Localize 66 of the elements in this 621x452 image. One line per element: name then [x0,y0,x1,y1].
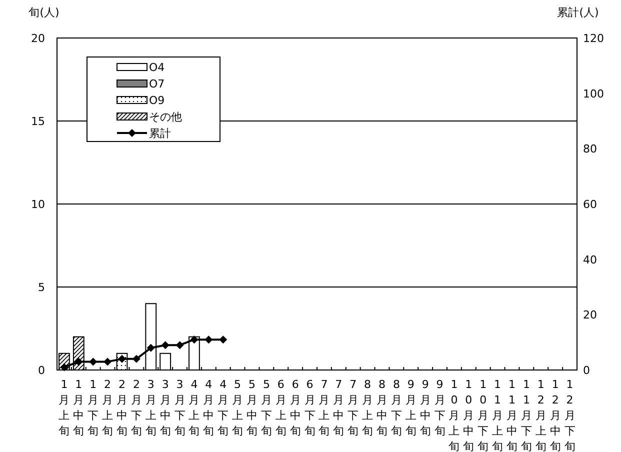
x-tick-label: 11月上旬 [492,378,504,452]
point [190,336,198,344]
y-axis-title: 旬(人) [28,6,60,19]
point [176,341,184,350]
x-tick-label: 9月上旬 [405,378,416,438]
x-tick-label: 7月上旬 [318,378,330,438]
x-tick-label: 6月上旬 [275,378,286,438]
x-tick-label: 4月下旬 [218,378,229,438]
x-tick-label: 2月下旬 [130,378,142,438]
y-tick-label: 10 [31,198,45,211]
x-tick-label: 7月中旬 [333,378,344,438]
y-tick-label: 20 [31,32,45,45]
point [89,358,98,366]
point [132,354,140,363]
x-tick-label: 10月上旬 [448,378,460,452]
y2-tick-label: 40 [583,253,597,266]
x-tick-label: 2月上旬 [102,378,114,438]
x-tick-label: 1月中旬 [73,378,84,438]
x-tick-label: 4月中旬 [203,378,214,438]
x-tick-label: 9月中旬 [420,378,431,438]
y2-tick-label: 120 [583,32,604,45]
x-tick-label: 8月中旬 [376,378,388,438]
x-tick-label: 1月下旬 [88,378,99,438]
y2-tick-label: 60 [583,198,597,211]
x-tick-label: 8月上旬 [362,378,374,438]
point [219,336,228,344]
x-tick-label: 10月下旬 [478,378,489,452]
y2-tick-label: 20 [583,308,597,322]
y2-axis-title: 累計(人) [557,6,599,19]
x-tick-label: 11月下旬 [520,378,532,452]
x-tick-label: 5月下旬 [260,378,272,438]
x-tick-label: 11月中旬 [506,378,518,452]
x-tick-label: 1月上旬 [58,378,70,438]
x-tick-label: 3月上旬 [145,378,156,438]
x-tick-label: 4月上旬 [188,378,200,438]
point [204,336,213,344]
x-tick-label: 12月上旬 [535,378,546,452]
legend-label: その他 [149,110,182,124]
point [74,358,83,366]
x-tick-label: 7月下旬 [348,378,359,438]
x-tick-label: 6月下旬 [304,378,316,438]
point [60,363,68,372]
x-tick-label: 12月下旬 [564,378,576,452]
legend-label: O7 [149,78,165,90]
x-tick-label: 10月中旬 [463,378,474,452]
legend-label: 累計 [149,127,171,140]
legend-label: O4 [149,61,165,74]
y2-tick-label: 0 [583,364,590,377]
y-tick-label: 5 [38,281,45,294]
y2-tick-label: 80 [583,142,597,156]
x-tick-label: 12月中旬 [550,378,561,452]
x-tick-label: 2月中旬 [116,378,128,438]
x-tick-label: 6月中旬 [290,378,301,438]
x-tick-label: 5月上旬 [232,378,244,438]
point [161,341,170,350]
y2-tick-label: 100 [583,87,604,100]
y-tick-label: 15 [31,115,45,128]
legend-label: O9 [149,94,165,107]
x-tick-label: 3月中旬 [160,378,171,438]
x-tick-label: 5月中旬 [246,378,258,438]
point [146,344,155,352]
x-tick-label: 8月下旬 [390,378,402,438]
y-tick-label: 0 [38,364,45,377]
point [104,358,112,366]
x-tick-label: 3月下旬 [174,378,186,438]
x-tick-label: 9月下旬 [434,378,446,438]
